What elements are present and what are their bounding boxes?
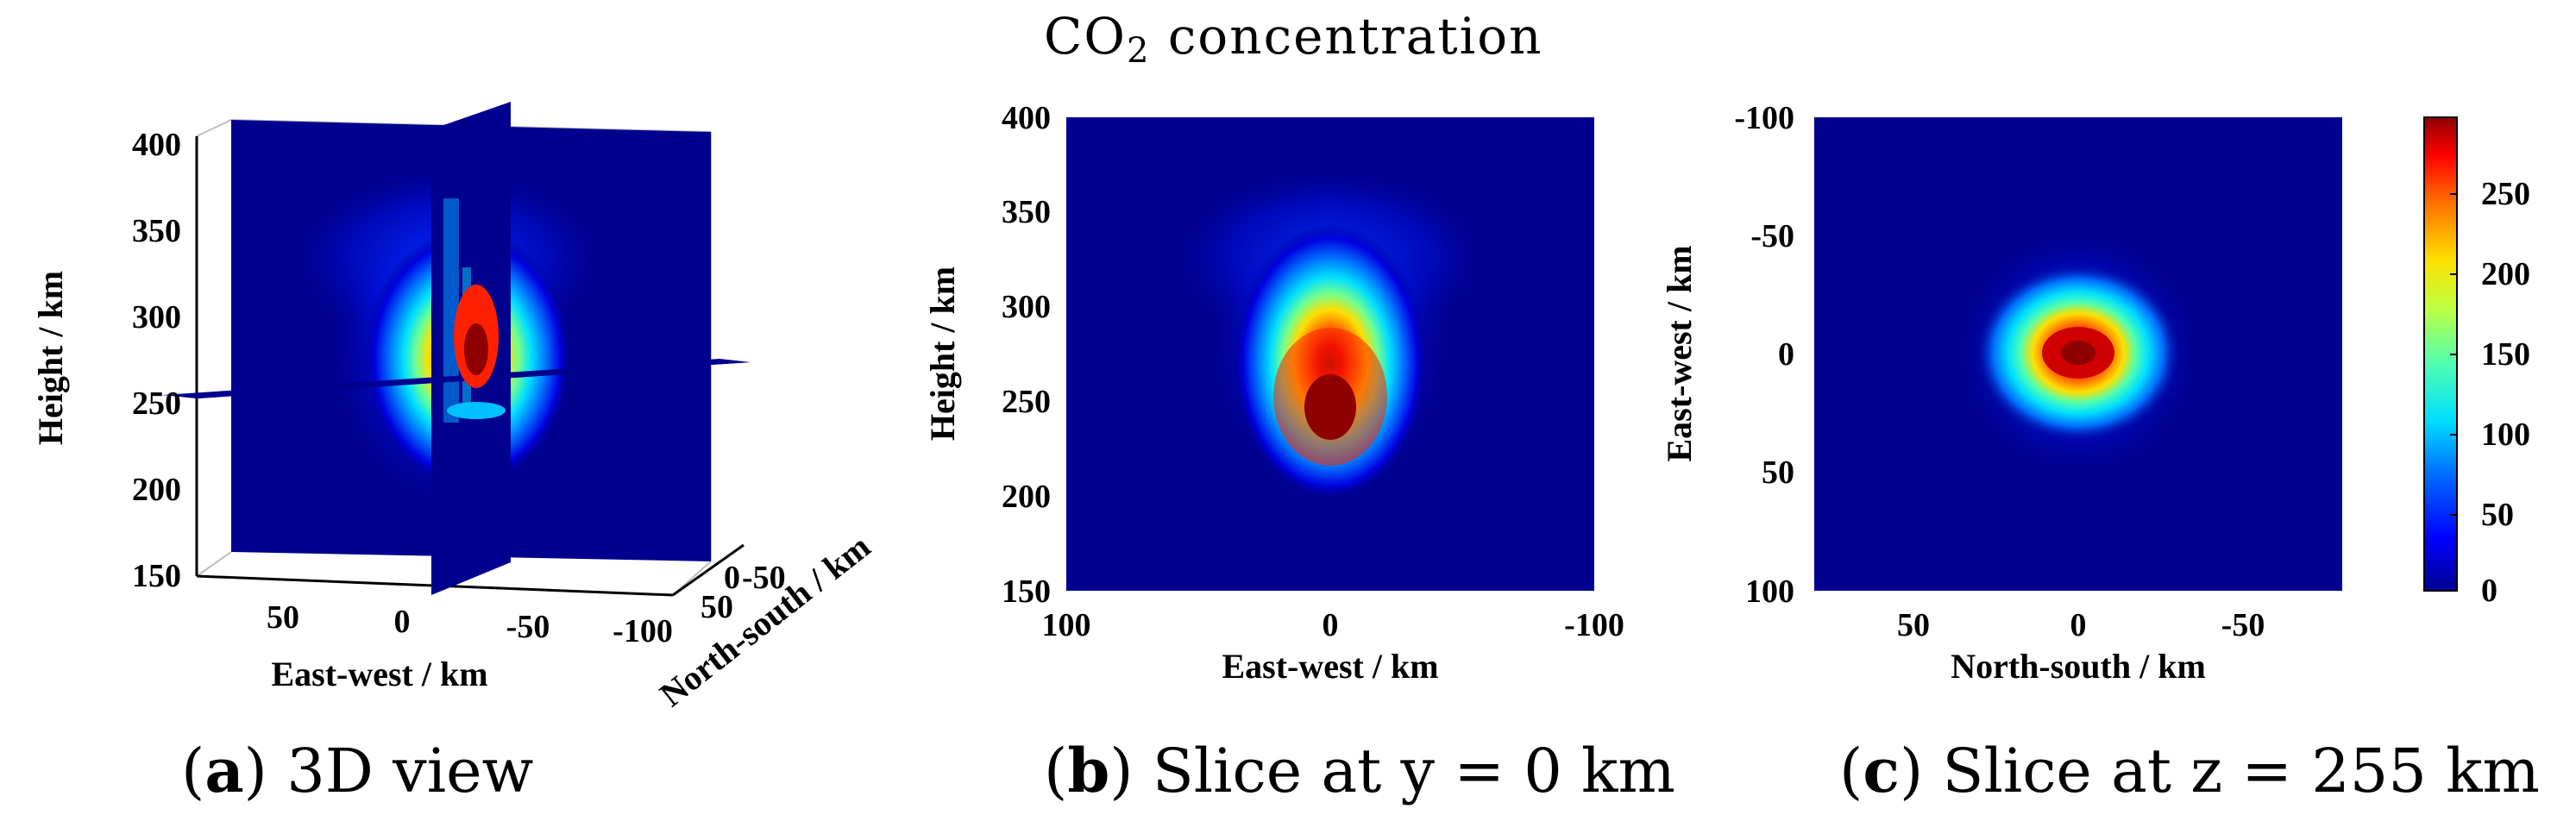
panel-b-caption: (b) Slice at y = 0 km (1044, 735, 1675, 806)
panel-c-y-ticks: -100 -50 0 50 100 (1734, 100, 1794, 610)
colorbar-tick: 250 (2481, 176, 2530, 212)
tick-label: 50 (701, 589, 733, 625)
tick-label: 200 (132, 472, 181, 508)
panel-c-ylabel: East-west / km (1660, 245, 1699, 461)
panel-a-y-ticks: -50 0 50 (701, 560, 786, 625)
tick-label: 50 (1762, 454, 1794, 491)
panel-b-x-ticks: 100 0 -100 (1042, 607, 1624, 643)
panel-c-xlabel: North-south / km (1951, 647, 2206, 686)
tick-label: 0 (724, 560, 740, 596)
tick-label: 50 (267, 599, 299, 636)
tick-label: 0 (394, 604, 411, 640)
tick-label: -50 (2221, 607, 2265, 643)
tick-label: 0 (1323, 607, 1339, 643)
panel-c-slice-z255: -100 -50 0 50 100 50 0 -50 North-south /… (1660, 100, 2540, 806)
panel-a-caption: (a) 3D view (181, 735, 533, 806)
panel-c-caption: (c) Slice at z = 255 km (1839, 735, 2540, 806)
tick-label: 0 (2070, 607, 2087, 643)
tick-label: 50 (1897, 607, 1930, 643)
tick-label: 200 (1002, 479, 1051, 515)
tick-label: -50 (742, 560, 786, 596)
tick-label: 150 (132, 558, 181, 594)
panel-b-y-ticks: 400 350 300 250 200 150 (1002, 100, 1051, 610)
panel-b-xlabel: East-west / km (1222, 647, 1438, 686)
tick-label: 0 (1778, 336, 1794, 373)
panel-c-x-ticks: 50 0 -50 (1897, 607, 2265, 643)
colorbar-tick: 100 (2481, 417, 2530, 453)
tick-label: -100 (1564, 607, 1624, 643)
colorbar-tick: 50 (2481, 497, 2514, 533)
colorbar-tick: 200 (2481, 256, 2530, 292)
tick-label: 350 (132, 213, 181, 249)
tick-label: 400 (1002, 100, 1051, 136)
tick-label: -50 (506, 609, 550, 645)
tick-label: 100 (1042, 607, 1091, 643)
tick-label: 300 (1002, 289, 1051, 325)
panel-a-3d-view: 400 350 300 250 200 150 50 0 -50 -100 -5… (31, 102, 877, 806)
panel-b-ylabel: Height / km (923, 266, 962, 441)
panel-b-slice-y0: 400 350 300 250 200 150 100 0 -100 East-… (923, 100, 1675, 806)
panel-a-z-ticks: 400 350 300 250 200 150 (132, 127, 181, 594)
panel-b-heatmap (1166, 164, 1494, 500)
tick-label: 350 (1002, 194, 1051, 230)
panel-a-x-ticks: 50 0 -50 -100 (267, 599, 673, 649)
panel-a-zlabel: Height / km (31, 271, 70, 445)
figure-title: CO2 concentration (1044, 7, 1543, 71)
tick-label: 300 (132, 299, 181, 335)
tick-label: -100 (613, 613, 673, 649)
colorbar: 250 200 150 100 50 0 (2423, 116, 2530, 609)
tick-label: 250 (1002, 384, 1051, 420)
colorbar-tick: 0 (2481, 573, 2497, 609)
panel-a-xlabel: East-west / km (271, 655, 487, 693)
tick-label: -100 (1734, 100, 1794, 136)
panel-c-heatmap (1949, 223, 2208, 482)
tick-label: 250 (132, 386, 181, 422)
tick-label: -50 (1750, 218, 1794, 254)
colorbar-tick: 150 (2481, 336, 2530, 373)
tick-label: 100 (1745, 574, 1794, 610)
tick-label: 150 (1002, 574, 1051, 610)
tick-label: 400 (132, 127, 181, 163)
